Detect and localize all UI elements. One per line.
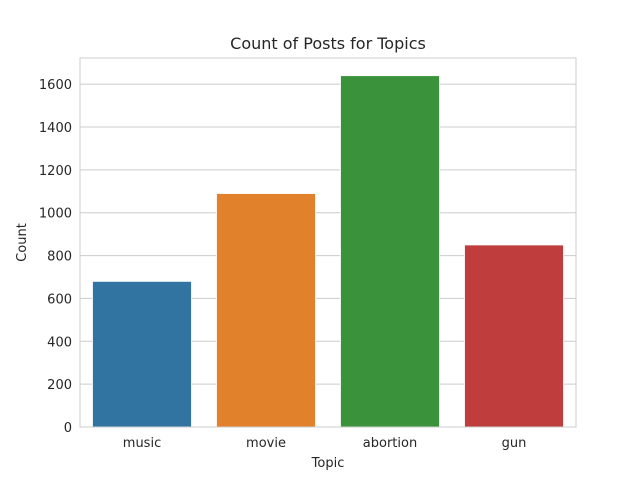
y-tick-label: 800 bbox=[47, 250, 72, 265]
y-tick-label: 1400 bbox=[39, 121, 72, 136]
x-tick-label-abortion: abortion bbox=[363, 436, 417, 451]
y-tick-label: 1000 bbox=[39, 207, 72, 222]
y-tick-labels: 0 200 400 600 800 1000 1200 1400 1600 bbox=[39, 78, 72, 436]
y-tick-label: 200 bbox=[47, 378, 72, 393]
x-tick-label-gun: gun bbox=[502, 436, 527, 451]
y-axis-label: Count bbox=[15, 223, 30, 262]
y-tick-label: 1200 bbox=[39, 164, 72, 179]
bar-music bbox=[91, 280, 193, 428]
bar-movie bbox=[215, 192, 317, 428]
y-tick-label: 0 bbox=[64, 421, 72, 436]
y-tick-label: 600 bbox=[47, 292, 72, 307]
plot-frame bbox=[79, 57, 577, 428]
bar-abortion bbox=[339, 75, 441, 428]
bar-gun bbox=[463, 244, 565, 428]
x-axis-label: Topic bbox=[311, 456, 345, 471]
x-tick-label-music: music bbox=[123, 436, 161, 451]
chart-title: Count of Posts for Topics bbox=[230, 34, 426, 53]
bars bbox=[91, 75, 565, 428]
x-tick-labels: music movie abortion gun bbox=[123, 436, 527, 451]
y-tick-label: 400 bbox=[47, 335, 72, 350]
y-tick-label: 1600 bbox=[39, 78, 72, 93]
x-tick-label-movie: movie bbox=[246, 436, 286, 451]
